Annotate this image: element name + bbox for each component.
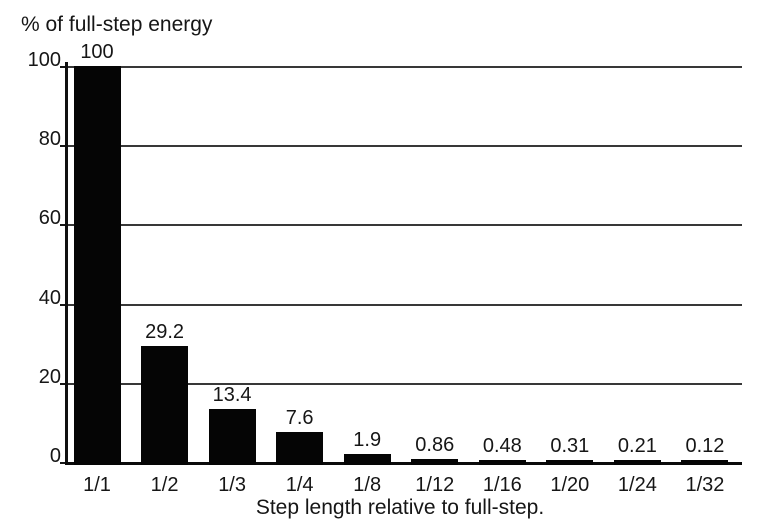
bar-value-label-1/4: 7.6	[285, 406, 314, 429]
gridline-20	[65, 382, 742, 385]
bar-value-label-1/1: 100	[80, 41, 114, 63]
y-tick-label-40: 40	[38, 286, 61, 309]
x-tick-label-1/20: 1/20	[550, 474, 590, 496]
y-tick-mark-80	[60, 145, 65, 148]
y-tick-label-60: 60	[38, 207, 61, 230]
x-tick-label-1/12: 1/12	[415, 474, 455, 496]
bar-value-label-1/32: 0.12	[685, 434, 725, 457]
chart-title: % of full-step energy	[21, 13, 213, 36]
y-tick-label-20: 20	[38, 365, 61, 388]
x-axis-line	[65, 462, 742, 465]
y-tick-mark-20	[60, 382, 65, 385]
x-tick-label-1/4: 1/4	[285, 474, 314, 496]
bar-value-label-1/20: 0.31	[550, 434, 590, 457]
bar-1/32	[681, 459, 729, 465]
bar-1/1	[73, 66, 121, 465]
x-axis-title: Step length relative to full-step.	[255, 496, 545, 519]
x-tick-label-1/8: 1/8	[353, 474, 382, 496]
bar-1/16	[478, 459, 526, 465]
y-tick-mark-0	[60, 462, 65, 464]
x-tick-label-1/24: 1/24	[617, 474, 657, 496]
x-tick-label-1/16: 1/16	[482, 474, 522, 496]
bar-1/4	[276, 431, 324, 465]
x-tick-label-1/1: 1/1	[83, 474, 111, 496]
y-axis-line	[65, 62, 68, 465]
bar-value-label-1/3: 13.4	[212, 383, 252, 406]
y-tick-mark-100	[60, 66, 65, 68]
bar-value-label-1/2: 29.2	[145, 321, 185, 344]
bar-1/20	[546, 459, 594, 465]
bar-1/12	[411, 458, 459, 465]
bar-1/24	[613, 459, 661, 465]
bar-value-label-1/16: 0.48	[482, 434, 522, 457]
bar-value-label-1/8: 1.9	[353, 429, 382, 452]
y-tick-mark-60	[60, 224, 65, 227]
y-tick-label-80: 80	[38, 128, 61, 151]
bar-1/2	[141, 346, 189, 465]
bar-1/3	[208, 408, 256, 465]
y-tick-label-100: 100	[27, 49, 61, 71]
gridline-100	[65, 66, 742, 68]
gridline-40	[65, 303, 742, 306]
x-tick-label-1/32: 1/32	[685, 474, 725, 496]
gridline-80	[65, 145, 742, 148]
bar-value-label-1/12: 0.86	[415, 433, 455, 456]
x-tick-label-1/3: 1/3	[218, 474, 246, 496]
x-tick-label-1/2: 1/2	[150, 474, 179, 496]
y-tick-mark-40	[60, 303, 65, 306]
bar-value-label-1/24: 0.21	[617, 434, 657, 457]
y-tick-label-0: 0	[49, 445, 61, 467]
bar-1/8	[343, 454, 391, 465]
gridline-60	[65, 224, 742, 227]
